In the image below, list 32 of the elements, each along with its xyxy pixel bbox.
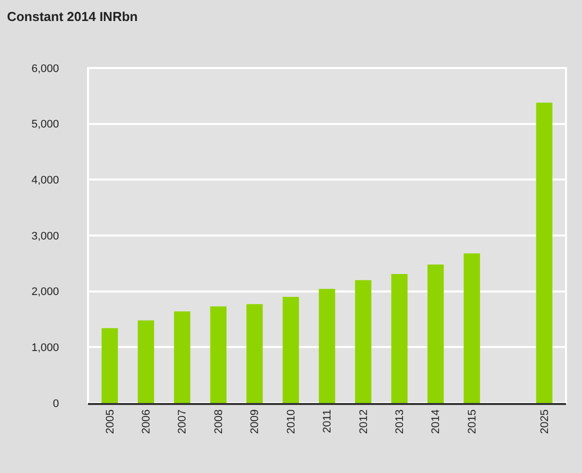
bar [427, 264, 444, 403]
bar [391, 274, 408, 403]
y-tick-label: 1,000 [31, 342, 59, 354]
bar [138, 320, 154, 403]
x-tick-label: 2014 [430, 409, 442, 434]
bar [210, 306, 227, 403]
bar [464, 253, 480, 403]
y-tick-label: 2,000 [31, 286, 59, 298]
x-tick-label: 2015 [466, 409, 478, 434]
x-tick-label: 2011 [322, 409, 334, 434]
bar [174, 311, 190, 403]
y-tick-label: 5,000 [31, 118, 59, 131]
y-tick-label: 6,000 [31, 62, 59, 75]
y-tick-label: 3,000 [31, 230, 59, 242]
x-tick-label: 2005 [104, 409, 116, 434]
bar [102, 328, 118, 403]
x-tick-label: 2013 [394, 409, 406, 434]
y-tick-label: 4,000 [31, 174, 59, 187]
x-tick-label: 2007 [176, 409, 189, 434]
x-tick-label: 2008 [212, 409, 225, 434]
bar [355, 280, 372, 403]
bar [246, 304, 263, 403]
y-tick-label: 0 [52, 398, 59, 410]
x-tick-label: 2006 [140, 409, 153, 434]
x-tick-label: 2025 [538, 409, 551, 434]
x-tick-label: 2010 [285, 409, 298, 434]
x-tick-label: 2009 [249, 409, 262, 434]
bar [282, 296, 299, 403]
chart-title: Constant 2014 INRbn [6, 8, 138, 24]
bar [318, 288, 336, 403]
bar [536, 102, 552, 403]
x-tick-label: 2012 [358, 409, 370, 434]
